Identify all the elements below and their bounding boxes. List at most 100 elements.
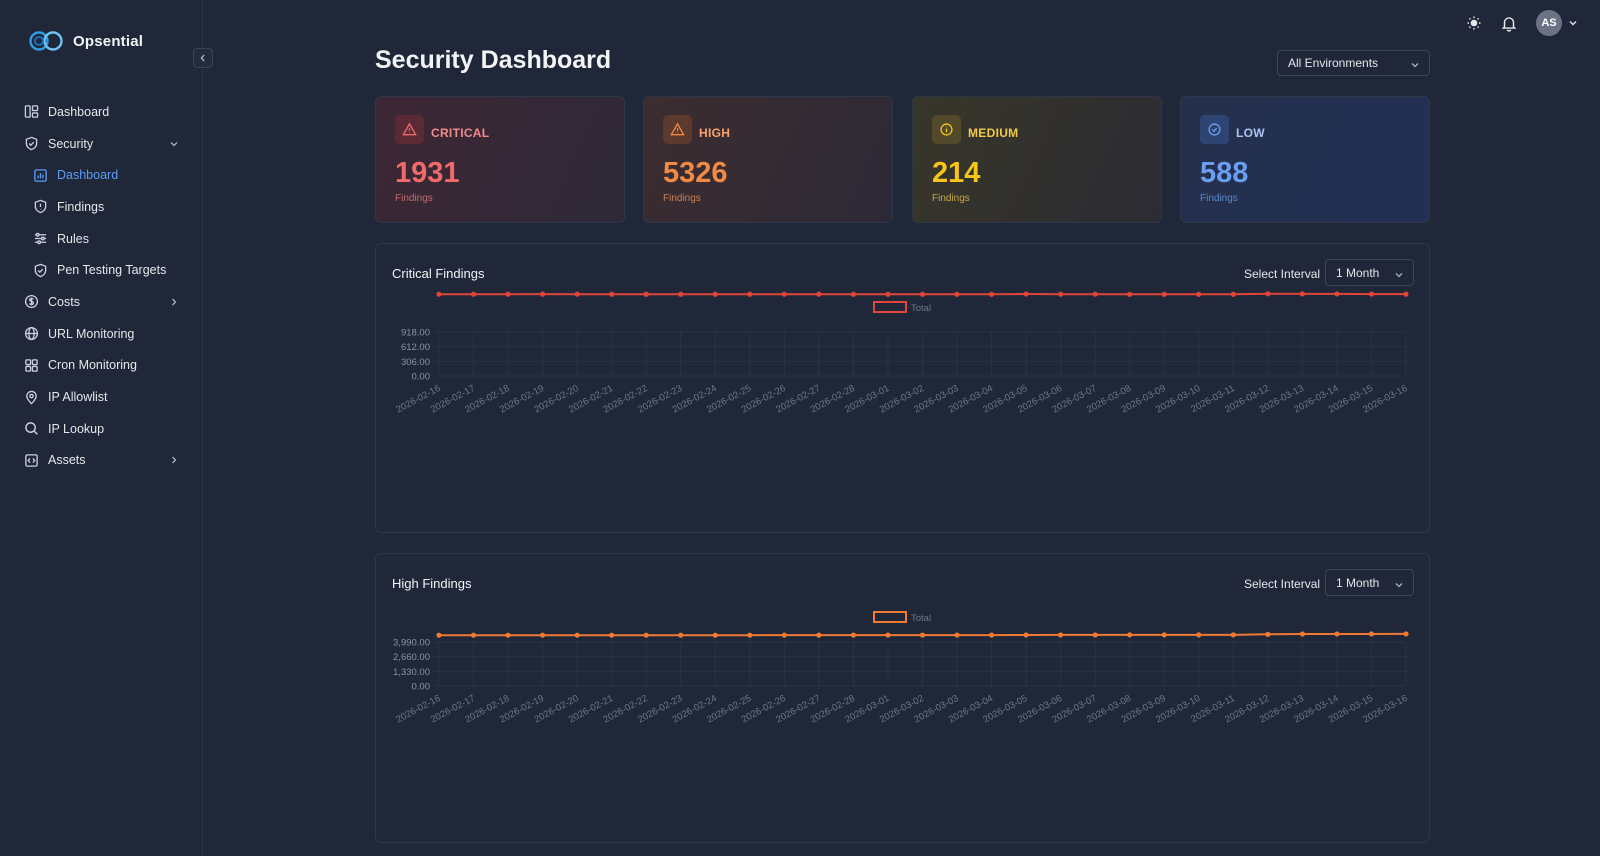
- legend-swatch: [873, 301, 907, 313]
- interval-select-value: 1 Month: [1336, 575, 1380, 590]
- sidebar-item-url-monitoring[interactable]: URL Monitoring: [0, 318, 203, 350]
- data-point: [609, 632, 615, 638]
- data-point: [1299, 291, 1305, 297]
- data-point: [540, 291, 546, 297]
- page-title: Security Dashboard: [375, 46, 612, 74]
- data-point: [1230, 632, 1236, 638]
- sidebar-item-label: Security: [48, 136, 94, 151]
- map-pin-icon: [23, 389, 39, 405]
- environment-select-value: All Environments: [1288, 56, 1379, 70]
- data-point: [1023, 291, 1029, 297]
- grid-icon: [23, 357, 39, 373]
- bell-icon: [1501, 17, 1517, 32]
- sidebar-item-security[interactable]: Security: [0, 128, 203, 160]
- data-point: [1334, 631, 1340, 637]
- data-point: [954, 632, 960, 638]
- sidebar-item-label: Assets: [48, 453, 86, 468]
- findings-label: Findings: [395, 193, 433, 204]
- panel-title: Critical Findings: [392, 266, 485, 281]
- data-point: [1368, 631, 1375, 637]
- findings-count: 1931: [395, 157, 460, 189]
- code-box-icon: [23, 452, 39, 468]
- data-point: [678, 291, 684, 297]
- critical-findings-chart: 0.00306.00612.00918.002026-02-162026-02-…: [394, 291, 1409, 415]
- data-point: [954, 291, 960, 297]
- sidebar-item-pen-testing-targets[interactable]: Pen Testing Targets: [0, 254, 203, 286]
- data-point: [885, 291, 891, 297]
- sidebar-item-security-dashboard[interactable]: Dashboard: [0, 159, 203, 191]
- data-point: [850, 291, 857, 297]
- data-point: [505, 291, 511, 297]
- data-point: [781, 632, 787, 638]
- info-circle-icon: [932, 115, 961, 144]
- dollar-icon: [23, 294, 39, 310]
- sidebar-item-ip-allowlist[interactable]: IP Allowlist: [0, 381, 203, 413]
- sidebar-item-assets[interactable]: Assets: [0, 445, 203, 477]
- chevron-right-icon: [169, 297, 179, 307]
- data-point: [1058, 632, 1064, 638]
- data-point: [436, 291, 442, 297]
- sidebar-item-cron-monitoring[interactable]: Cron Monitoring: [0, 350, 203, 382]
- critical-card[interactable]: CRITICAL 1931 Findings: [375, 96, 625, 223]
- notifications-button[interactable]: [1500, 14, 1518, 32]
- legend-label: Total: [911, 613, 931, 624]
- interval-select[interactable]: 1 Month: [1325, 569, 1414, 596]
- data-point: [850, 632, 857, 638]
- shield-alert-icon: [32, 199, 48, 215]
- findings-label: Findings: [1200, 193, 1238, 204]
- sidebar-item-findings[interactable]: Findings: [0, 191, 203, 223]
- y-tick-label: 0.00: [412, 682, 431, 693]
- data-point: [919, 291, 926, 297]
- topbar: AS: [1466, 10, 1578, 36]
- data-point: [988, 291, 995, 297]
- app-logo[interactable]: Opsential: [28, 30, 143, 52]
- low-card[interactable]: LOW 588 Findings: [1180, 96, 1430, 223]
- interval-select-value: 1 Month: [1336, 265, 1380, 280]
- theme-toggle-button[interactable]: [1466, 15, 1482, 31]
- dashboard-icon: [23, 104, 39, 120]
- user-menu[interactable]: AS: [1536, 10, 1578, 36]
- severity-label: HIGH: [699, 126, 731, 140]
- high-card[interactable]: HIGH 5326 Findings: [643, 96, 893, 223]
- sidebar-item-label: Findings: [57, 199, 105, 214]
- sidebar-item-label: IP Allowlist: [48, 390, 108, 405]
- sidebar-item-label: Dashboard: [57, 168, 119, 183]
- data-point: [470, 291, 477, 297]
- data-point: [540, 632, 546, 638]
- chevron-down-icon: [1410, 59, 1420, 73]
- data-point: [1265, 291, 1271, 297]
- data-point: [816, 632, 822, 638]
- sidebar-collapse-button[interactable]: [193, 48, 213, 68]
- sidebar-item-label: IP Lookup: [48, 421, 105, 436]
- severity-label: CRITICAL: [431, 126, 490, 140]
- data-point: [1403, 631, 1409, 637]
- data-point: [885, 632, 891, 638]
- data-point: [1265, 631, 1271, 637]
- data-point: [1334, 291, 1340, 297]
- environment-select[interactable]: All Environments: [1277, 50, 1430, 76]
- severity-label: MEDIUM: [968, 126, 1019, 140]
- data-point: [505, 632, 511, 638]
- interval-label: Select Interval: [1244, 267, 1321, 281]
- sidebar-item-rules[interactable]: Rules: [0, 223, 203, 255]
- chevron-down-icon: [1569, 21, 1577, 26]
- data-point: [781, 291, 787, 297]
- interval-select[interactable]: 1 Month: [1325, 259, 1414, 286]
- data-point: [574, 632, 580, 638]
- sidebar-item-label: Pen Testing Targets: [57, 263, 167, 278]
- sidebar-item-costs[interactable]: Costs: [0, 286, 203, 318]
- data-point: [643, 632, 649, 638]
- sidebar-item-dashboard[interactable]: Dashboard: [0, 96, 203, 128]
- data-point: [470, 632, 477, 638]
- avatar: AS: [1536, 10, 1562, 36]
- data-point: [1368, 291, 1375, 297]
- alert-triangle-icon: [663, 115, 692, 144]
- chevron-down-icon: [1394, 269, 1404, 283]
- medium-card[interactable]: MEDIUM 214 Findings: [912, 96, 1162, 223]
- findings-label: Findings: [932, 193, 970, 204]
- data-point: [436, 632, 442, 638]
- sliders-icon: [32, 231, 48, 247]
- chevron-right-icon: [169, 455, 179, 465]
- sidebar-item-ip-lookup[interactable]: IP Lookup: [0, 413, 203, 445]
- findings-label: Findings: [663, 193, 701, 204]
